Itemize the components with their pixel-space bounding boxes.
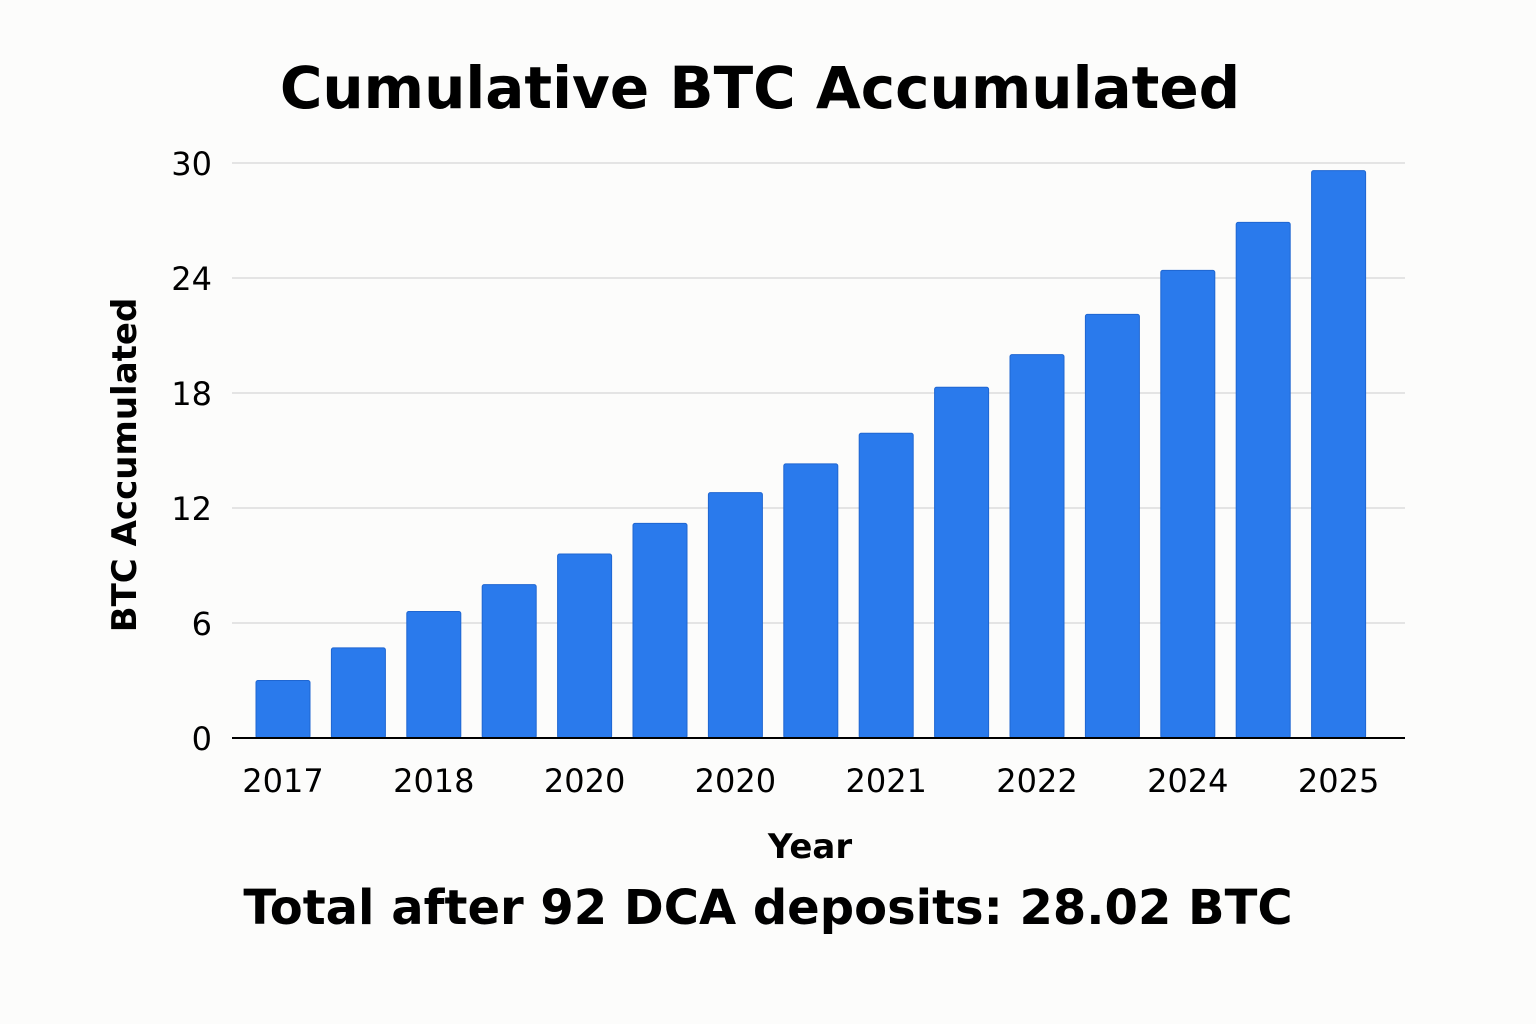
chart-title: Cumulative BTC Accumulated xyxy=(280,54,1240,122)
bars xyxy=(255,170,1367,739)
bar xyxy=(1311,170,1367,739)
x-tick-label: 2018 xyxy=(393,762,474,800)
y-tick-label: 0 xyxy=(192,720,212,758)
x-tick-label: 2017 xyxy=(242,762,323,800)
bar xyxy=(330,647,386,739)
bar xyxy=(783,463,839,739)
y-tick-label: 30 xyxy=(171,145,212,183)
bar xyxy=(707,492,763,739)
x-tick-label: 2024 xyxy=(1147,762,1228,800)
x-axis-ticks: 2017 2018 2020 2020 2021 2022 2024 2025 xyxy=(242,762,1379,800)
bar xyxy=(406,611,462,739)
summary-text: Total after 92 DCA deposits: 28.02 BTC xyxy=(243,880,1292,936)
y-tick-label: 24 xyxy=(171,260,212,298)
bar xyxy=(632,522,688,739)
bar xyxy=(557,553,613,739)
x-tick-label: 2020 xyxy=(544,762,625,800)
x-tick-label: 2022 xyxy=(996,762,1077,800)
y-axis-ticks: 0 6 12 18 24 30 xyxy=(171,145,212,758)
bar xyxy=(1160,269,1216,739)
bar xyxy=(255,680,311,739)
y-tick-label: 6 xyxy=(192,605,212,643)
bar xyxy=(1084,313,1140,739)
y-tick-label: 12 xyxy=(171,490,212,528)
bar xyxy=(1235,221,1291,739)
y-axis-title: BTC Accumulated xyxy=(105,298,145,633)
x-tick-label: 2021 xyxy=(845,762,926,800)
bar xyxy=(1009,354,1065,739)
bar xyxy=(934,386,990,739)
x-tick-label: 2025 xyxy=(1298,762,1379,800)
x-axis-title: Year xyxy=(767,827,853,867)
bar xyxy=(858,432,914,739)
bar xyxy=(481,584,537,739)
y-tick-label: 18 xyxy=(171,375,212,413)
x-tick-label: 2020 xyxy=(695,762,776,800)
